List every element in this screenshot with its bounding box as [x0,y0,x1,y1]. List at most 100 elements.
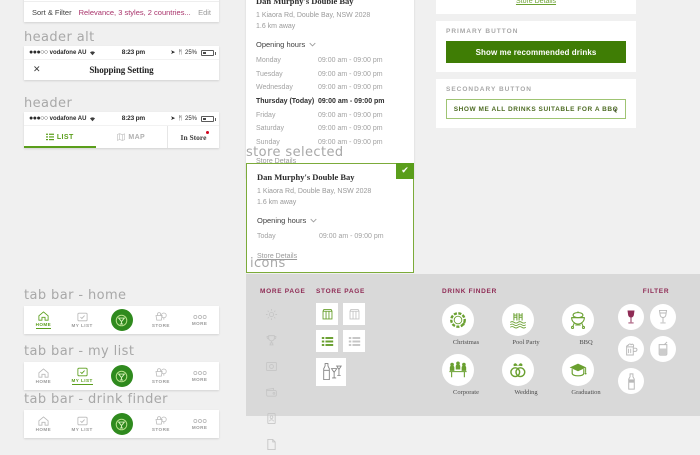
icon-group-filter: FILTER [618,288,694,394]
tab-list[interactable]: LIST [24,126,96,148]
tab-my-list-label: MY LIST [71,323,93,328]
store-selected-card[interactable]: ✔ Dan Murphy's Double Bay 1 Kiaora Rd, D… [246,163,414,273]
secondary-button-label: SECONDARY BUTTON [446,86,532,93]
document-icon[interactable] [260,433,282,455]
tab-bar-home: HOME MY LIST STORE MORE [24,306,219,334]
hours-value: 09:00 am - 09:00 pm [318,57,383,64]
section-label-tab-bar-home: tab bar - home [24,288,127,303]
tab-store-label: STORE [151,427,170,432]
bbq-grill-icon [562,304,594,336]
tab-in-store-label: In Store [180,132,207,142]
table-row: Today 09:00 am - 09:00 pm [257,230,403,244]
store-distance: 1.6 km away [257,198,297,206]
group-heading: STORE PAGE [316,288,366,295]
chevron-down-icon [310,218,317,223]
bottle-and-glasses-icon[interactable] [316,358,346,386]
tab-store[interactable]: STORE [142,410,181,438]
list-view-grey-icon[interactable] [343,330,365,352]
drink-finder-fab-icon [110,365,133,387]
store-address: 1 Kiaora Rd, Double Bay, NSW 2028 [257,188,372,195]
beer-mug-icon[interactable] [618,336,644,362]
tab-more-label: MORE [191,321,208,326]
store-details-link[interactable]: Store Details [257,252,298,260]
table-row: Sunday 09:00 am - 09:00 pm [256,136,404,150]
gear-icon[interactable] [260,303,282,325]
list-view-green-icon[interactable] [316,330,338,352]
store-icon [155,416,167,426]
hours-value: 09:00 am - 09:00 pm [318,70,383,78]
bluetooth-icon: ᛗ [178,115,182,122]
icon-group-more-page: MORE PAGE [260,288,306,455]
trophy-icon[interactable] [260,329,282,351]
icon-group-drink-finder: DRINK FINDER Christmas Pool Party [442,288,622,396]
drink-finder-item[interactable]: Wedding [502,354,550,396]
tab-drink-finder[interactable] [102,362,142,390]
check-icon: ✔ [396,163,414,179]
day-label: Today [257,233,276,240]
carrier-label: vodafone AU [49,49,87,56]
home-icon [38,368,49,378]
tab-drink-finder[interactable] [102,410,142,438]
header-card: ●●●○○ vodafone AU 8:23 pm ➤ ᛗ 25% [24,112,219,148]
nav-bar-alt: ✕ Shopping Setting [24,60,219,80]
signal-dots-icon: ●●●○○ [29,115,48,122]
tab-in-store[interactable]: In Store [167,126,219,148]
buttons-column: TEXT LINKS Store Details PRIMARY BUTTON … [436,0,636,128]
battery-percent-label: 25% [184,115,197,122]
tab-my-list[interactable]: MY LIST [63,410,102,438]
drink-finder-item[interactable]: Corporate [442,354,490,396]
tab-store[interactable]: STORE [142,306,181,334]
white-wine-glass-icon[interactable] [650,304,676,330]
wreath-icon [442,304,474,336]
cocktail-glass-icon[interactable] [650,336,676,362]
close-icon[interactable]: ✕ [33,64,41,75]
tab-my-list[interactable]: MY LIST [63,306,102,334]
opening-hours-toggle[interactable]: Opening hours [257,216,403,225]
section-label-header-alt: header alt [24,30,95,45]
tab-my-list[interactable]: MY LIST [63,362,102,390]
battery-icon [201,49,216,56]
drink-finder-item[interactable]: Graduation [562,354,610,396]
tab-store[interactable]: STORE [142,362,181,390]
opening-hours-table: Monday 09:00 am - 09:00 pm Tuesday 09:00… [256,54,404,149]
tab-drink-finder[interactable] [102,306,142,334]
tab-home[interactable]: HOME [24,410,63,438]
wifi-icon [89,116,96,122]
show-bbq-drinks-button[interactable]: SHOW ME ALL DRINKS SUITABLE FOR A BBQ › [446,99,626,119]
contact-card-icon[interactable] [260,407,282,429]
drink-finder-label: BBQ [579,339,593,346]
store-front-green-icon[interactable] [316,303,338,325]
tab-more[interactable]: MORE [180,362,219,390]
tab-map[interactable]: MAP [96,126,168,148]
tab-home[interactable]: HOME [24,362,63,390]
partial-row-above [24,0,219,2]
sort-filter-edit-button[interactable]: Edit [198,7,211,17]
spacer [436,14,636,21]
tab-map-label: MAP [128,133,146,141]
store-details-link[interactable]: Store Details [256,158,297,166]
tab-more[interactable]: MORE [180,410,219,438]
day-label: Sunday [256,138,280,146]
red-wine-glass-active-icon[interactable] [618,304,644,330]
tab-home[interactable]: HOME [24,306,63,334]
chevron-down-icon [309,42,316,47]
spirits-bottle-icon[interactable] [618,368,644,394]
show-recommended-drinks-button[interactable]: Show me recommended drinks [446,41,626,63]
drink-finder-item[interactable]: Christmas [442,304,490,346]
wallet-icon[interactable] [260,381,282,403]
style-guide-canvas: Sort & Filter Relevance, 3 styles, 2 cou… [24,0,700,450]
opening-hours-toggle[interactable]: Opening hours [256,40,404,49]
day-label: Thursday (Today) [256,97,315,105]
drink-finder-label: Graduation [571,389,601,396]
store-details-link[interactable]: Store Details [515,0,557,5]
tab-more[interactable]: MORE [180,306,219,334]
drink-finder-item[interactable]: BBQ [562,304,610,346]
gift-card-icon[interactable] [260,355,282,377]
sort-filter-row[interactable]: Sort & Filter Relevance, 3 styles, 2 cou… [24,2,219,22]
table-row: Tuesday 09:00 am - 09:00 pm [256,68,404,82]
day-label: Monday [256,57,281,64]
store-front-grey-icon[interactable] [343,303,365,325]
tab-list-label: LIST [56,133,74,141]
drink-finder-item[interactable]: Pool Party [502,304,550,346]
section-label-icons: icons [250,256,286,271]
